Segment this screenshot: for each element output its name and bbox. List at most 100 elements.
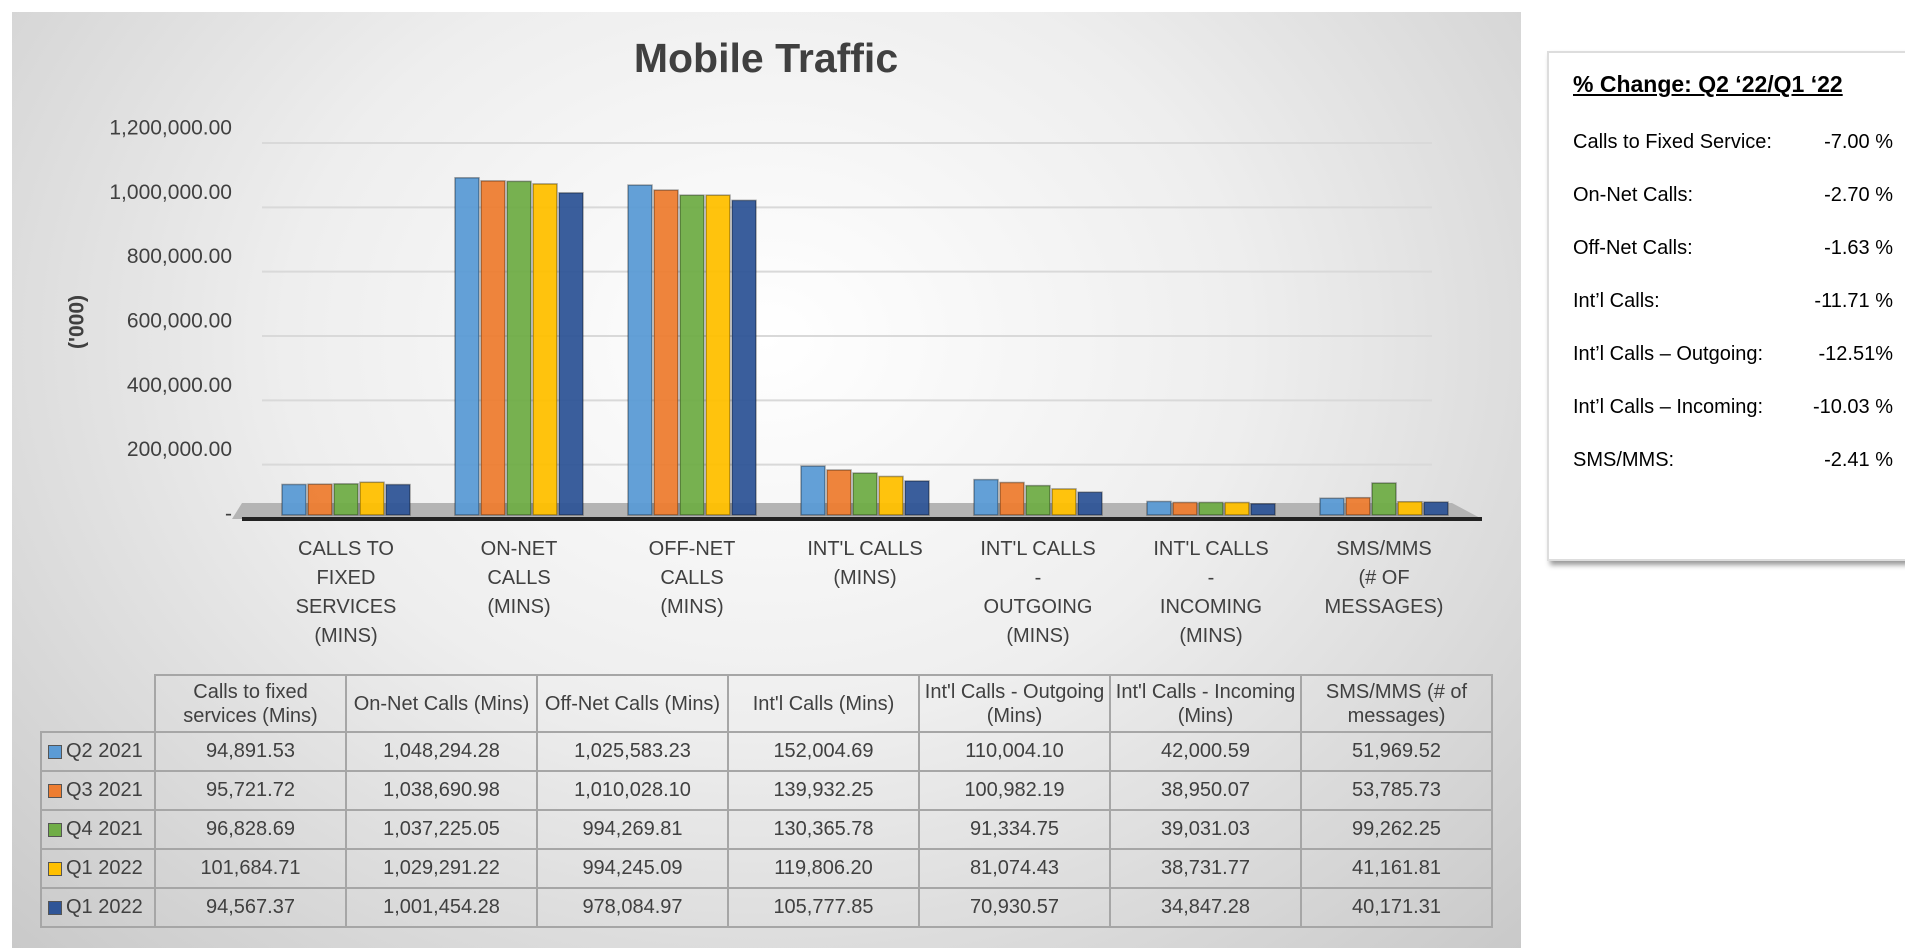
legend-key [48,783,62,798]
y-tick-label: 800,000.00 [127,245,232,268]
table-cell: 95,721.72 [154,770,347,811]
table-cell: 994,269.81 [536,809,729,850]
table-cell: 1,001,454.28 [345,887,538,928]
bar [878,475,904,516]
bar [679,194,705,516]
panel-value: -11.71 % [1814,290,1893,312]
bar [1397,501,1423,516]
table-header: Int'l Calls - Incoming (Mins) [1109,674,1302,733]
legend-key [48,744,62,759]
panel-value: -2.70 % [1824,184,1893,206]
legend-cell: Q2 2021 [40,731,156,772]
panel-row: Int’l Calls: -11.71 % [1573,290,1893,313]
legend-label: Q1 2022 [66,857,143,879]
bar [1224,501,1250,516]
bar [731,199,757,516]
table-cell: 110,004.10 [918,731,1111,772]
table-row: Q2 2021 94,891.53 1,048,294.28 1,025,583.23… [40,731,1493,772]
table-cell: 41,161.81 [1300,848,1493,889]
x-tick-label: OFF-NET CALLS (MINS) [648,538,736,618]
table-header: SMS/MMS (# of messages) [1300,674,1493,733]
bar [826,469,852,516]
legend-cell: Q4 2021 [40,809,156,850]
panel-row: SMS/MMS: -2.41 % [1573,449,1893,472]
change-panel: % Change: Q2 ‘22/Q1 ‘22 Calls to Fixed S… [1547,51,1905,561]
panel-row: Calls to Fixed Service: -7.00 % [1573,131,1893,154]
table-cell: 39,031.03 [1109,809,1302,850]
table-cell: 1,048,294.28 [345,731,538,772]
table-header: Int'l Calls (Mins) [727,674,920,733]
y-tick-label: 1,000,000.00 [109,181,232,204]
panel-label: Off-Net Calls: [1573,237,1693,259]
table-header-row: Calls to fixed services (Mins) On-Net Cal… [41,674,1493,733]
legend-key [48,900,62,915]
bar [627,184,653,516]
panel-value: -12.51% [1818,343,1894,365]
legend-label: Q3 2021 [66,779,143,801]
bar [359,481,385,516]
table-header: On-Net Calls (Mins) [345,674,538,733]
panel-value: -10.03 % [1812,396,1893,418]
bar [973,478,999,516]
y-tick-label: 1,200,000.00 [109,117,232,140]
table-cell: 130,365.78 [727,809,920,850]
bar [1198,501,1224,516]
bar [800,465,826,516]
bar [333,483,359,516]
bar [999,481,1025,516]
y-tick-label: 400,000.00 [127,374,232,397]
bar [1025,484,1051,516]
table-cell: 70,930.57 [918,887,1111,928]
bar [506,180,532,516]
legend-cell: Q1 2022 [40,887,156,928]
bar [653,189,679,516]
bar [1423,501,1449,516]
table-header: Off-Net Calls (Mins) [536,674,729,733]
x-tick-label: SMS/MMS (# OF MESSAGES) [1324,538,1444,618]
legend-cell: Q3 2021 [40,770,156,811]
table-cell: 51,969.52 [1300,731,1493,772]
legend-key [48,861,62,876]
bar [1345,496,1371,516]
bar [454,177,480,516]
y-tick-label: 600,000.00 [127,310,232,333]
bar [1371,482,1397,516]
bar [532,183,558,516]
chart: Mobile Traffic ('000) - 200,000.00 400,000… [12,12,1521,948]
table-cell: 1,037,225.05 [345,809,538,850]
x-tick-label: CALLS TO FIXED SERVICES (MINS) [295,538,397,647]
table-row: Q4 2021 96,828.69 1,037,225.05 994,269.81 13… [40,809,1493,850]
panel-label: SMS/MMS: [1573,449,1675,471]
bar [558,192,584,516]
panel-value: -1.63 % [1824,237,1893,259]
x-tick-label: INT'L CALLS (MINS) [807,538,923,589]
panel-label: Int’l Calls – Outgoing: [1573,343,1764,365]
table-cell: 1,038,690.98 [345,770,538,811]
bar [307,483,333,516]
panel-value: -2.41 % [1824,449,1893,471]
table-cell: 99,262.25 [1300,809,1493,850]
legend-label: Q4 2021 [66,818,143,840]
bar [705,194,731,516]
panel-label: Int’l Calls – Incoming: [1573,396,1764,418]
bar [852,472,878,516]
table-cell: 994,245.09 [536,848,729,889]
x-tick-label: INT'L CALLS - INCOMING (MINS) [1153,538,1269,647]
table-row: Q1 2022 94,567.37 1,001,454.28 978,084.97 10… [40,887,1493,928]
table-cell: 100,982.19 [918,770,1111,811]
y-tick-label: - [225,503,232,526]
panel-label: Calls to Fixed Service: [1573,131,1772,153]
table-cell: 53,785.73 [1300,770,1493,811]
legend-label: Q1 2022 [66,896,143,918]
bar [480,180,506,516]
bar [1250,503,1276,516]
bar [904,480,930,516]
table-header: Calls to fixed services (Mins) [154,674,347,733]
bar [1146,500,1172,516]
bar [1319,497,1345,516]
table-cell: 978,084.97 [536,887,729,928]
table-cell: 38,731.77 [1109,848,1302,889]
table-cell: 42,000.59 [1109,731,1302,772]
bar [1051,488,1077,516]
